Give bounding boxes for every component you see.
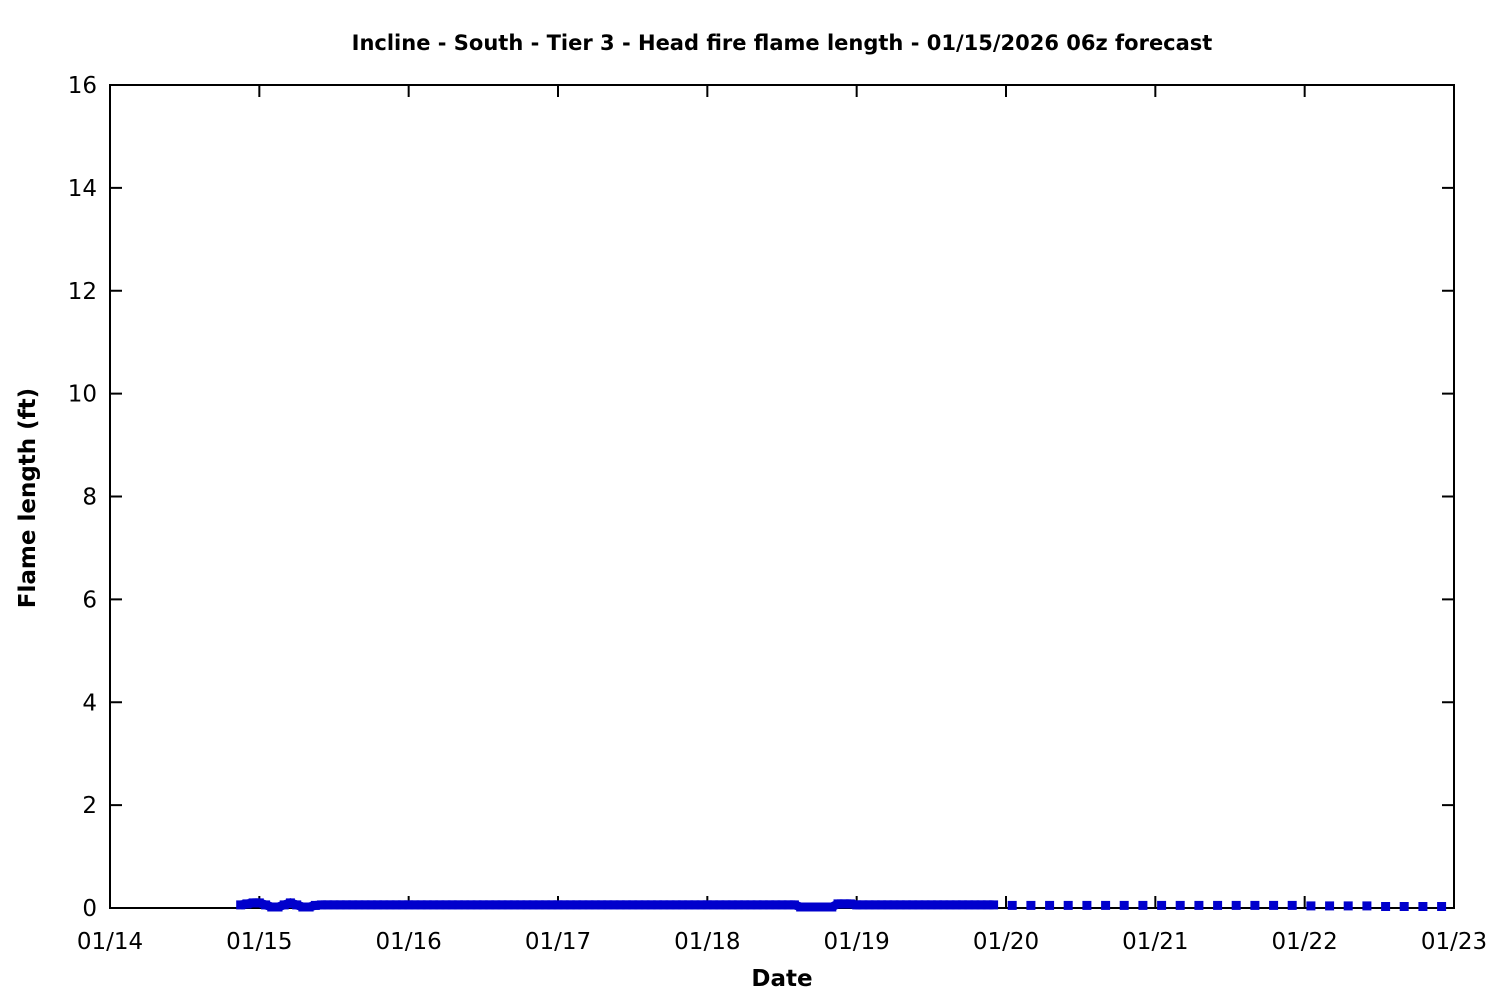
y-tick-label: 16 [68,73,97,99]
x-axis-ticks: 01/14 01/15 01/16 01/17 01/18 01/19 01/20 01/21… [77,85,1487,955]
x-axis-label: Date [751,966,813,992]
x-tick-label: 01/17 [525,929,591,955]
x-tick-label: 01/21 [1122,929,1188,955]
x-tick-label: 01/16 [376,929,442,955]
series-three-hourly-square-points [1007,900,1447,911]
y-tick-label: 12 [68,279,97,305]
x-tick-label: 01/15 [226,929,292,955]
x-tick-label: 01/20 [973,929,1039,955]
y-tick-label: 10 [68,382,97,408]
y-tick-label: 2 [82,793,97,819]
y-tick-label: 14 [68,176,97,202]
y-tick-label: 6 [82,587,97,613]
plot-border [109,84,1455,909]
series-hourly-solid-band [236,898,999,912]
y-tick-label: 0 [82,896,97,922]
x-tick-label: 01/19 [824,929,890,955]
y-tick-label: 8 [82,485,97,511]
x-tick-label: 01/22 [1272,929,1338,955]
x-tick-label: 01/14 [77,929,143,955]
y-axis-ticks: 0 2 4 6 8 10 12 14 16 [68,73,1454,922]
y-tick-label: 4 [82,690,97,716]
x-tick-label: 01/18 [674,929,740,955]
chart-title: Incline - South - Tier 3 - Head fire fla… [351,31,1213,55]
x-tick-label: 01/23 [1421,929,1487,955]
